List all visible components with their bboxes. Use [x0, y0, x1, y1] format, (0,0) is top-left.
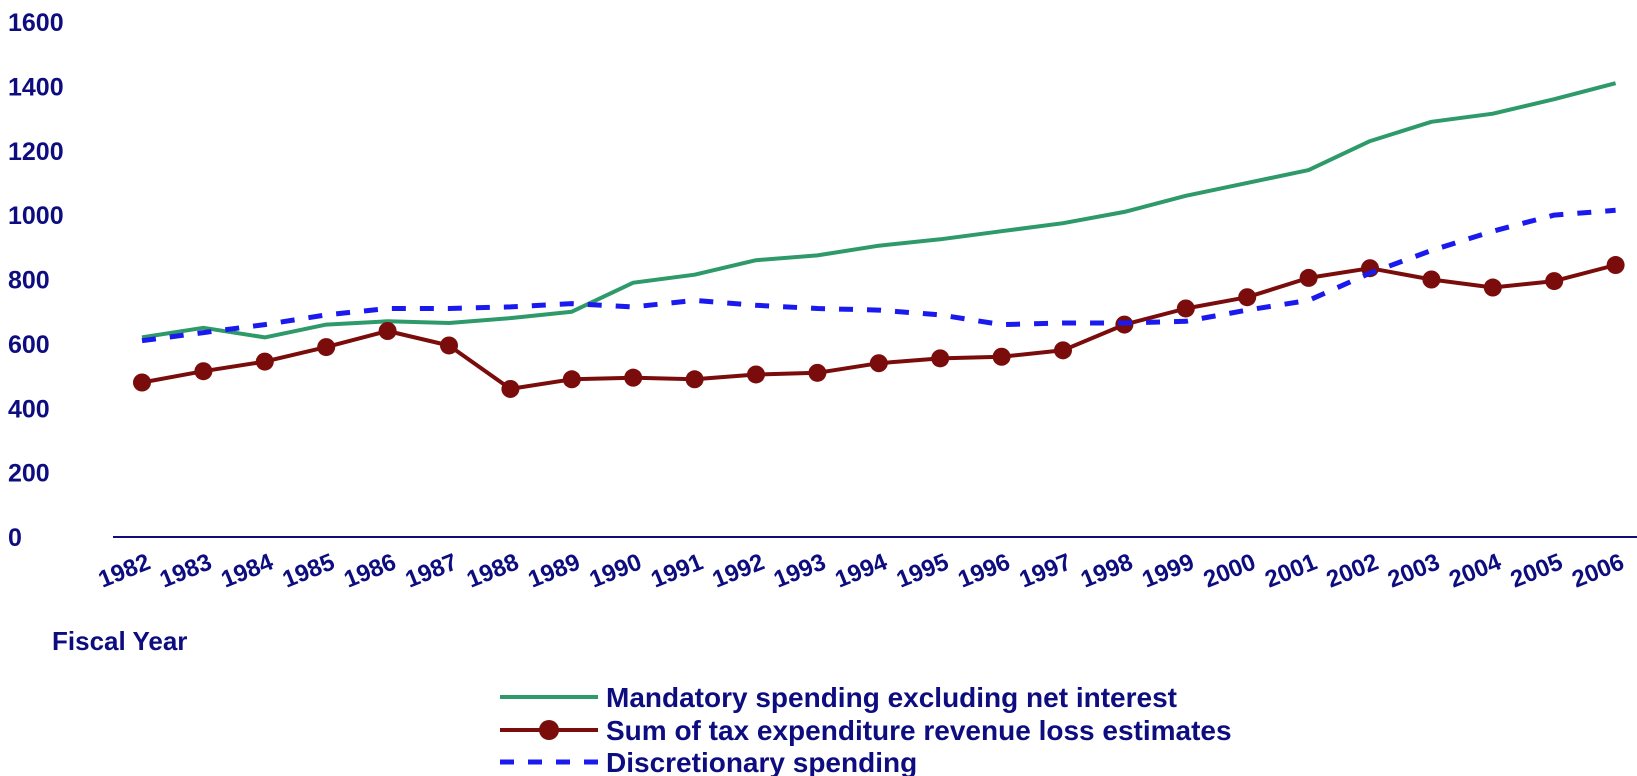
x-tick-label: 1990: [586, 549, 646, 594]
x-tick-label: 1986: [340, 549, 400, 594]
x-tick-label: 1984: [217, 548, 277, 593]
series-marker: [747, 365, 765, 384]
y-axis-ticks: 0 200 400 600 800 1000 1200 1400 1600: [8, 9, 64, 552]
series-marker: [378, 322, 397, 340]
series-marker: [1545, 272, 1564, 291]
x-tick-label: 1995: [893, 549, 953, 594]
x-tick-label: 2004: [1445, 548, 1505, 593]
x-tick-label: 1999: [1138, 549, 1198, 594]
x-tick-label: 1989: [524, 549, 584, 594]
series-line-0: [141, 81, 1617, 340]
x-tick-label: 1997: [1016, 549, 1076, 594]
series-marker: [992, 347, 1011, 366]
x-tick-label: 1982: [95, 549, 155, 594]
x-tick-label: 2002: [1323, 549, 1383, 594]
series-marker: [194, 362, 213, 381]
series-marker: [562, 370, 581, 389]
series-marker: [931, 349, 950, 368]
series-marker: [255, 352, 274, 371]
legend-label-0: Mandatory spending excluding net interes…: [606, 682, 1177, 713]
x-tick-label: 2006: [1568, 549, 1628, 594]
y-tick-label: 0: [8, 524, 22, 552]
x-axis-ticks: 1982 1983 1984 1985 1986 1987 1988 1989 1990 1991…: [95, 548, 1628, 593]
x-tick-label: 2000: [1200, 549, 1260, 594]
series-line-2: [141, 207, 1616, 344]
legend: Mandatory spending excluding net interes…: [500, 682, 1232, 776]
x-tick-label: 1992: [709, 549, 769, 594]
legend-marker: [539, 720, 559, 740]
series-marker: [1299, 268, 1318, 287]
y-tick-label: 1200: [8, 138, 64, 166]
series-marker: [1054, 341, 1072, 360]
legend-label-1: Sum of tax expenditure revenue loss esti…: [606, 715, 1232, 746]
legend-label-2: Discretionary spending: [606, 747, 917, 776]
x-tick-label: 1998: [1077, 549, 1137, 594]
y-tick-label: 1400: [8, 73, 64, 101]
series-marker: [685, 370, 704, 389]
series-marker: [624, 368, 643, 387]
x-axis-title: Fiscal Year: [52, 626, 187, 656]
x-tick-label: 1987: [402, 549, 462, 594]
y-tick-label: 1000: [8, 202, 64, 230]
series-marker: [440, 336, 458, 355]
x-tick-label: 1983: [156, 549, 216, 594]
series-layer: [133, 81, 1625, 398]
x-tick-label: 2001: [1261, 549, 1321, 594]
x-tick-label: 1996: [954, 549, 1014, 594]
series-marker: [133, 373, 151, 392]
series-marker: [1483, 278, 1502, 297]
series-marker: [808, 363, 827, 382]
series-marker: [869, 354, 888, 373]
y-tick-label: 400: [8, 395, 50, 423]
y-tick-label: 200: [8, 460, 50, 488]
y-tick-label: 1600: [8, 9, 64, 37]
series-marker: [1606, 256, 1625, 275]
x-tick-label: 1994: [831, 548, 891, 593]
y-tick-label: 800: [8, 267, 50, 295]
x-tick-label: 1991: [647, 549, 707, 594]
series-marker: [501, 379, 520, 398]
x-tick-label: 2005: [1507, 549, 1567, 594]
y-tick-label: 600: [8, 331, 50, 359]
series-marker: [317, 338, 336, 357]
x-tick-label: 1993: [770, 549, 830, 594]
x-tick-label: 1985: [279, 549, 339, 594]
series-marker: [1176, 299, 1195, 318]
x-tick-label: 1988: [463, 549, 523, 594]
x-tick-label: 2003: [1384, 549, 1444, 594]
series-marker: [1238, 288, 1257, 307]
series-marker: [1422, 270, 1441, 289]
